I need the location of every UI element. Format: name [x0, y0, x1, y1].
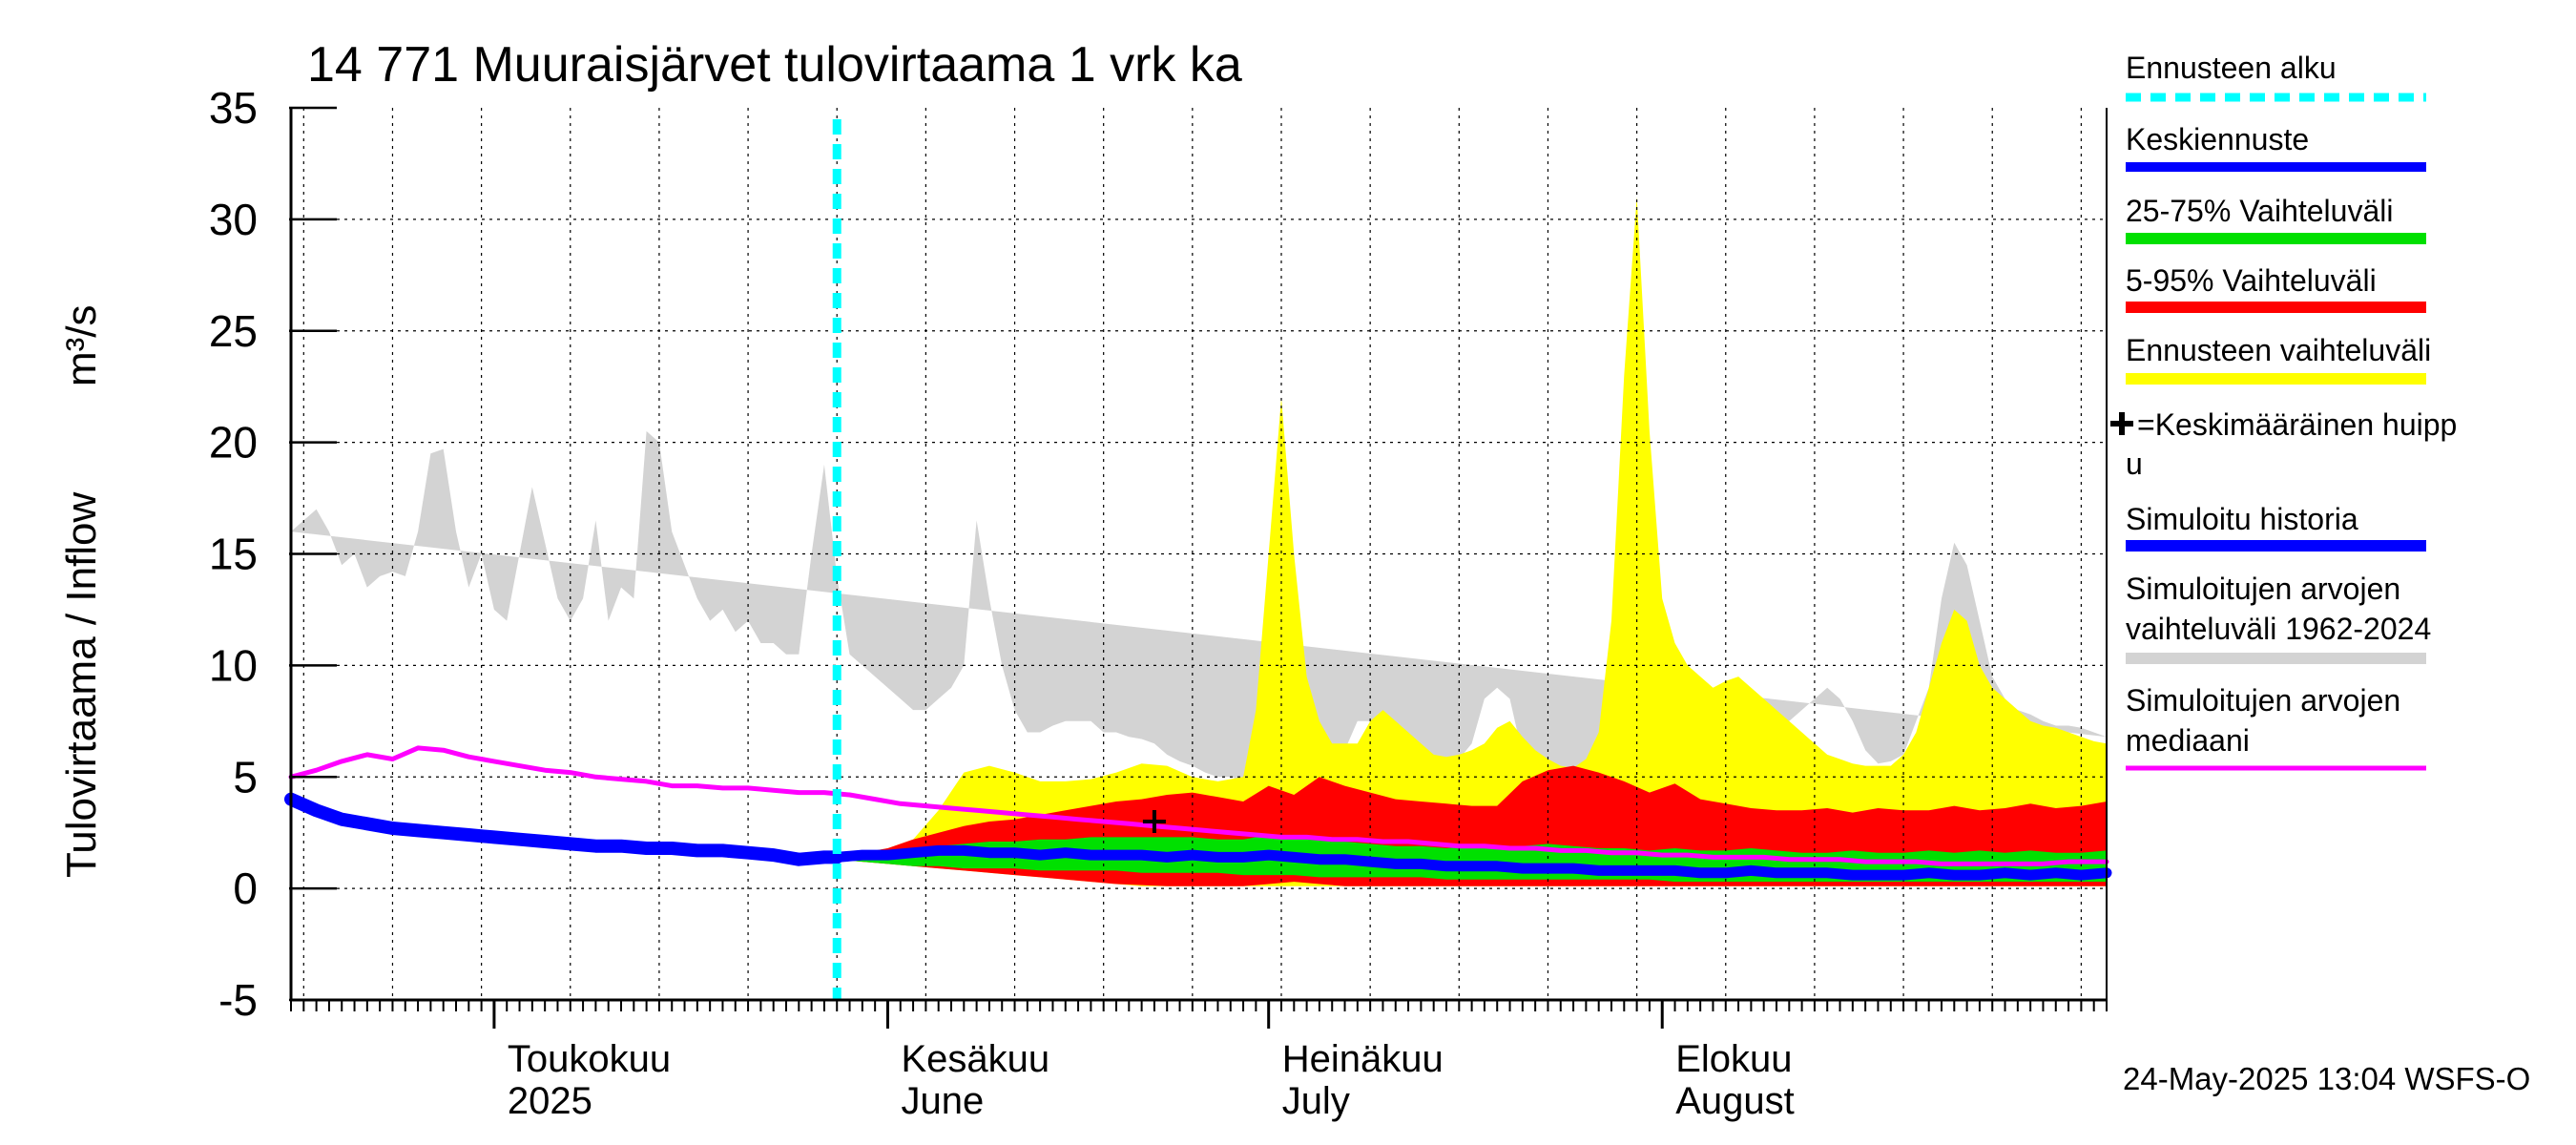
y-tick-label: 5: [233, 752, 258, 802]
y-tick-label: 35: [209, 83, 258, 133]
month-label-fi: Toukokuu: [508, 1038, 671, 1080]
y-ticks: 35 30 25 20 15 10 5 0 -5: [209, 83, 337, 1025]
band-ennusteen-vaihteluv-li: [837, 197, 2108, 886]
line-simuloitujen-arvojen-mediaani: [288, 745, 2109, 866]
y-axis-unit: m³/s: [58, 304, 105, 386]
legend-forecast-range-label: Ennusteen vaihteluväli: [2126, 333, 2431, 367]
legend-forecast-start-label: Ennusteen alku: [2126, 51, 2337, 85]
legend-median-label-2: mediaani: [2126, 723, 2250, 758]
month-label-en: June: [901, 1080, 984, 1122]
legend-sim-history-label: Simuloitu historia: [2126, 502, 2358, 536]
legend-25-75-label: 25-75% Vaihteluväli: [2126, 194, 2393, 228]
month-label-fi: Kesäkuu: [901, 1038, 1049, 1080]
mean-peak-marker: [1142, 810, 1166, 833]
y-tick-label: 20: [209, 418, 258, 468]
y-tick-label: 10: [209, 640, 258, 690]
y-tick-label: 0: [233, 864, 258, 913]
footer-timestamp: 24-May-2025 13:04 WSFS-O: [2123, 1061, 2530, 1096]
legend: Ennusteen alku Keskiennuste 25-75% Vaiht…: [2110, 51, 2457, 771]
axes: [289, 108, 2108, 1029]
month-label-fi: Heinäkuu: [1282, 1038, 1444, 1080]
series-lines: [284, 119, 2112, 1000]
y-tick-label: -5: [218, 975, 258, 1025]
y-tick-label: 25: [209, 306, 258, 356]
line-keskiennuste: [831, 844, 2112, 881]
chart-title: 14 771 Muuraisjärvet tulovirtaama 1 vrk …: [307, 37, 1242, 93]
legend-peak-label-2: u: [2126, 447, 2143, 481]
month-label-en: 2025: [508, 1080, 592, 1122]
grid-lines: [291, 108, 2107, 1000]
legend-sim-range-label-2: vaihteluväli 1962-2024: [2126, 612, 2431, 646]
month-label-en: August: [1675, 1080, 1795, 1122]
legend-mean-forecast-label: Keskiennuste: [2126, 122, 2309, 156]
legend-5-95-label: 5-95% Vaihteluväli: [2126, 263, 2377, 298]
y-tick-label: 15: [209, 530, 258, 579]
y-tick-label: 30: [209, 195, 258, 244]
legend-peak-plus-icon: [2110, 412, 2133, 435]
legend-median-label-1: Simuloitujen arvojen: [2126, 683, 2400, 718]
legend-sim-range-label-1: Simuloitujen arvojen: [2126, 572, 2400, 606]
y-axis-label: Tulovirtaama / Inflow: [58, 491, 105, 878]
plot-area: [291, 197, 2108, 886]
legend-peak-label-1: =Keskimääräinen huipp: [2137, 407, 2457, 442]
month-label-en: July: [1282, 1080, 1350, 1122]
line-simuloitu-historia: [284, 792, 844, 866]
band-simuloitujen-arvojen-vaihteluv-li-1962-2024: [291, 430, 2107, 784]
month-label-fi: Elokuu: [1675, 1038, 1792, 1080]
